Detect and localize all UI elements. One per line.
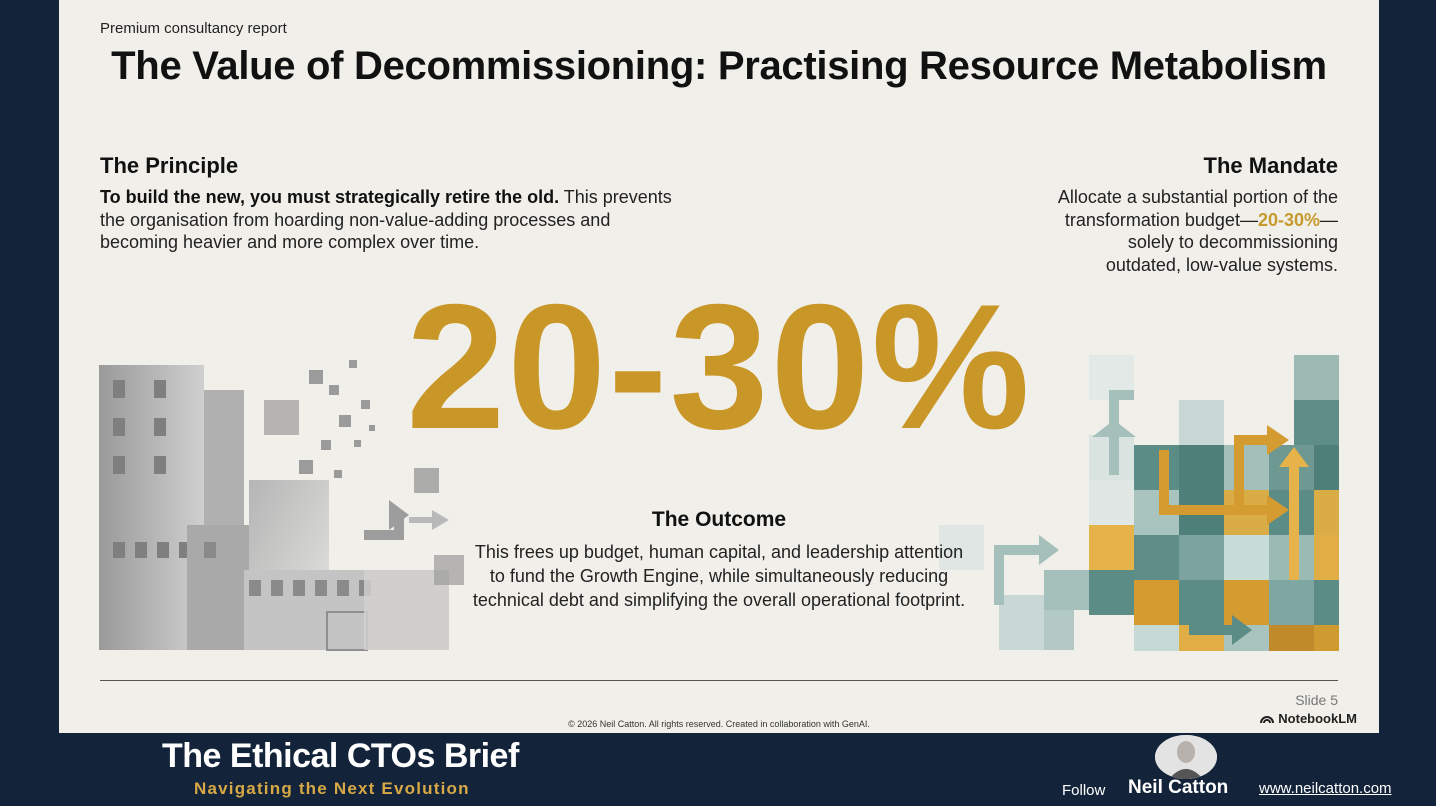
slide: Premium consultancy report The Value of … [59,0,1379,733]
crumbling-building-illustration [99,360,464,651]
avatar-portrait [1155,735,1217,779]
divider [100,680,1338,681]
brand-subtitle: Navigating the Next Evolution [194,779,470,798]
mandate-text-after: —solely to decommissioning outdated, low… [1105,209,1338,275]
principle-text: This prevents the organisation from hoar… [100,187,672,252]
brand-title: The Ethical CTOs Brief [162,737,519,775]
mandate-text-before: Allocate a substantial portion of the tr… [1057,187,1338,230]
website-link[interactable]: www.neilcatton.com [1259,780,1392,797]
big-stat: 20-30% [406,267,1032,466]
author-name[interactable]: Neil Catton [1128,777,1229,798]
copyright-notice: © 2026 Neil Catton. All rights reserved.… [568,719,870,729]
slide-number: Slide 5 [1295,692,1338,708]
principle-body: To build the new, you must strategically… [100,186,680,254]
mandate-body: Allocate a substantial portion of the tr… [1048,186,1338,276]
notebooklm-label: NotebookLM [1278,711,1357,726]
outcome-heading: The Outcome [651,508,787,531]
pathways-blocks-illustration [939,355,1339,651]
notebooklm-watermark: NotebookLM [1260,711,1357,726]
author-avatar[interactable] [1155,735,1217,779]
mandate-heading: The Mandate [1203,153,1338,178]
follow-label[interactable]: Follow [1062,782,1106,799]
principle-lead: To build the new, you must strategically… [100,187,560,207]
report-kicker: Premium consultancy report [100,20,287,37]
outcome-body: This frees up budget, human capital, and… [472,542,966,610]
page-title: The Value of Decommissioning: Practising… [111,44,1327,88]
principle-heading: The Principle [100,153,239,178]
notebooklm-icon [1260,715,1275,723]
mandate-highlight: 20-30% [1257,209,1320,230]
